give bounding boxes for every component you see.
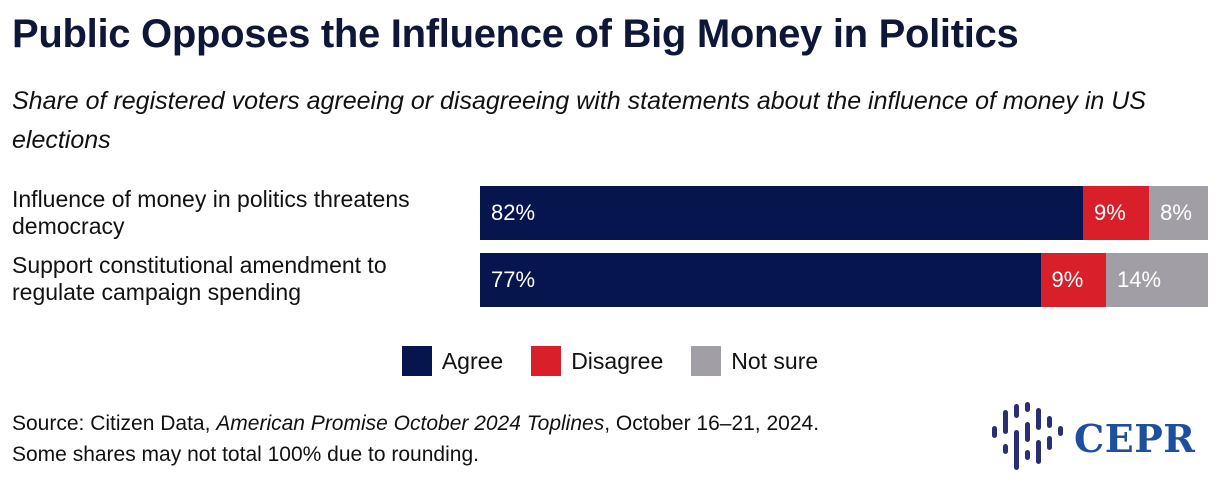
data-label-agree-row-2: 77% (491, 267, 536, 292)
source-publication: American Promise October 2024 Toplines (216, 412, 605, 435)
source-suffix: , October 16–21, 2024. (604, 412, 820, 435)
data-label-not-sure-row-2: 14% (1117, 267, 1162, 292)
source-note: Source: Citizen Data, American Promise O… (12, 408, 819, 470)
bar-disagree-row-2: 9% (1040, 253, 1107, 307)
legend-label-disagree: Disagree (571, 347, 664, 374)
data-label-disagree-row-2: 9% (1051, 267, 1084, 292)
cepr-logo: CEPR (988, 400, 1208, 480)
bar-agree-row-2: 77% (480, 253, 1041, 307)
data-label-disagree-row-1: 9% (1093, 200, 1126, 225)
legend-label-agree: Agree (441, 347, 504, 374)
bar-agree-row-1: 82% (480, 186, 1083, 240)
data-label-not-sure-row-1: 8% (1160, 200, 1192, 225)
legend-item-agree: Agree (401, 346, 504, 376)
rounding-note: Some shares may not total 100% due to ro… (12, 443, 479, 466)
legend-label-not-sure: Not sure (731, 347, 819, 374)
category-label-2: Support constitutional amendment to regu… (12, 252, 387, 305)
legend-item-not-sure: Not sure (691, 346, 818, 376)
cepr-bars-logo-icon (992, 402, 1063, 470)
bar-disagree-row-1: 9% (1082, 186, 1150, 240)
bar-row-2: 77% 9% 14% (480, 253, 1208, 307)
bar-not-sure-row-1: 8% (1149, 186, 1208, 240)
legend-swatch-disagree (531, 346, 562, 376)
bar-not-sure-row-2: 14% (1106, 253, 1208, 307)
legend-item-disagree: Disagree (531, 346, 663, 376)
bar-row-1: 82% 9% 8% (480, 186, 1208, 240)
cepr-logo-text: CEPR (1074, 416, 1196, 461)
source-line: Source: Citizen Data, American Promise O… (12, 408, 819, 439)
data-label-agree-row-1: 82% (491, 200, 536, 225)
legend-swatch-agree (401, 346, 432, 376)
category-label-1: Influence of money in politics threatens… (12, 186, 410, 239)
legend: Agree Disagree Not sure (0, 346, 1220, 376)
chart-subtitle: Share of registered voters agreeing or d… (12, 87, 1146, 154)
legend-swatch-not-sure (691, 346, 722, 376)
chart-title: Public Opposes the Influence of Big Mone… (12, 12, 1019, 56)
source-prefix: Source: Citizen Data, (12, 412, 211, 435)
